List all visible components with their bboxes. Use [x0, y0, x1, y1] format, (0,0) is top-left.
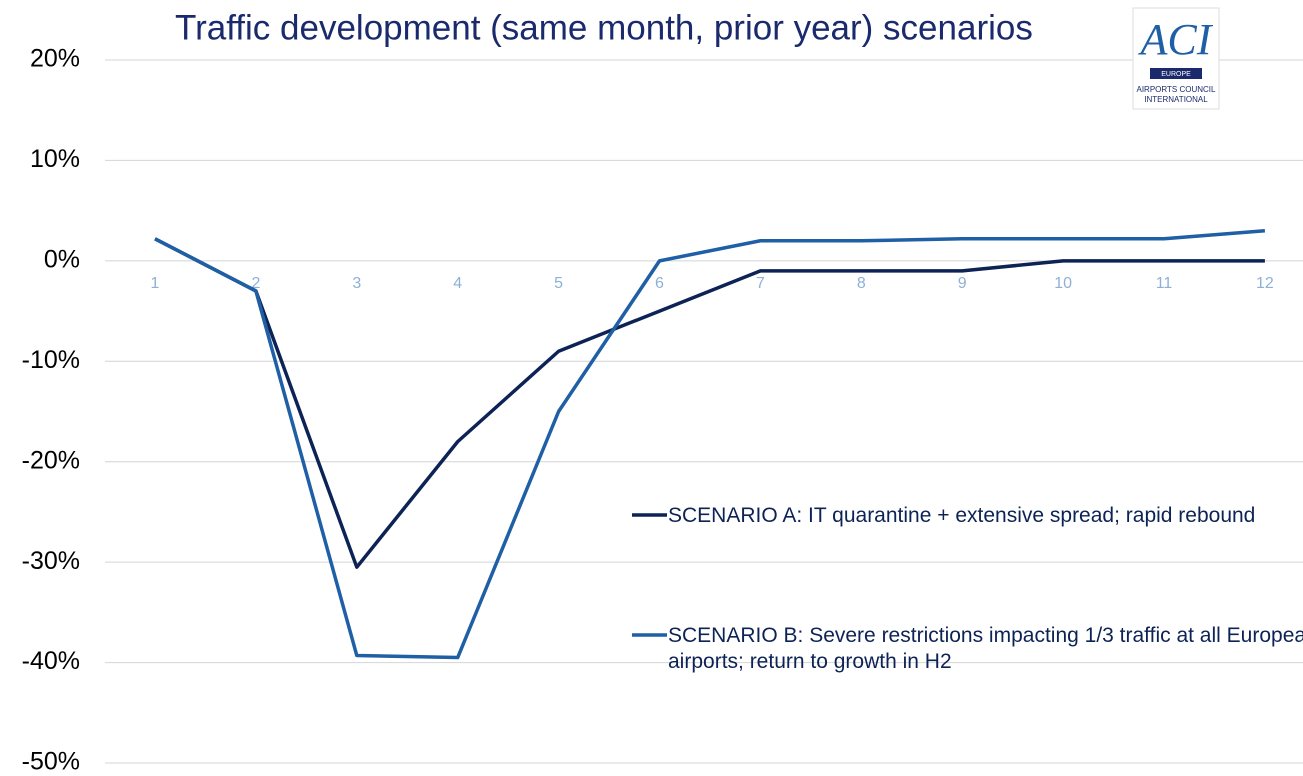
x-tick-label: 8 — [857, 275, 866, 292]
y-tick-label: 10% — [30, 145, 80, 173]
x-tick-label: 3 — [352, 275, 361, 292]
x-tick-label: 7 — [756, 275, 765, 292]
x-tick-label: 9 — [958, 275, 967, 292]
y-tick-label: -40% — [22, 647, 80, 675]
x-tick-label: 5 — [554, 275, 563, 292]
y-tick-label: -30% — [22, 547, 80, 575]
legend-label: SCENARIO B: Severe restrictions impactin… — [668, 624, 1303, 673]
y-tick-label: -20% — [22, 446, 80, 474]
logo-mark: ACI — [1138, 15, 1214, 64]
series-line — [154, 237, 1265, 569]
x-tick-label: 11 — [1156, 275, 1173, 292]
x-tick-label: 1 — [151, 275, 160, 292]
logo-box — [1132, 7, 1220, 110]
x-tick-label: 10 — [1054, 275, 1072, 292]
logo-line: AIRPORTS COUNCIL — [1137, 85, 1217, 94]
logo-line: INTERNATIONAL — [1144, 95, 1208, 104]
y-tick-label: 20% — [30, 45, 80, 73]
chart-title: Traffic development (same month, prior y… — [175, 8, 1033, 47]
y-tick-label: 0% — [44, 245, 80, 273]
legend-label: SCENARIO A: IT quarantine + extensive sp… — [668, 504, 1256, 527]
logo-band — [1150, 68, 1202, 79]
y-tick-label: -50% — [22, 748, 80, 776]
x-tick-label: 6 — [655, 275, 664, 292]
y-tick-label: -10% — [22, 346, 80, 374]
logo-region: EUROPE — [1161, 71, 1191, 78]
series-line — [154, 228, 1266, 660]
x-tick-label: 12 — [1256, 275, 1274, 292]
x-tick-label: 4 — [453, 275, 462, 292]
x-tick-label: 2 — [251, 275, 260, 292]
